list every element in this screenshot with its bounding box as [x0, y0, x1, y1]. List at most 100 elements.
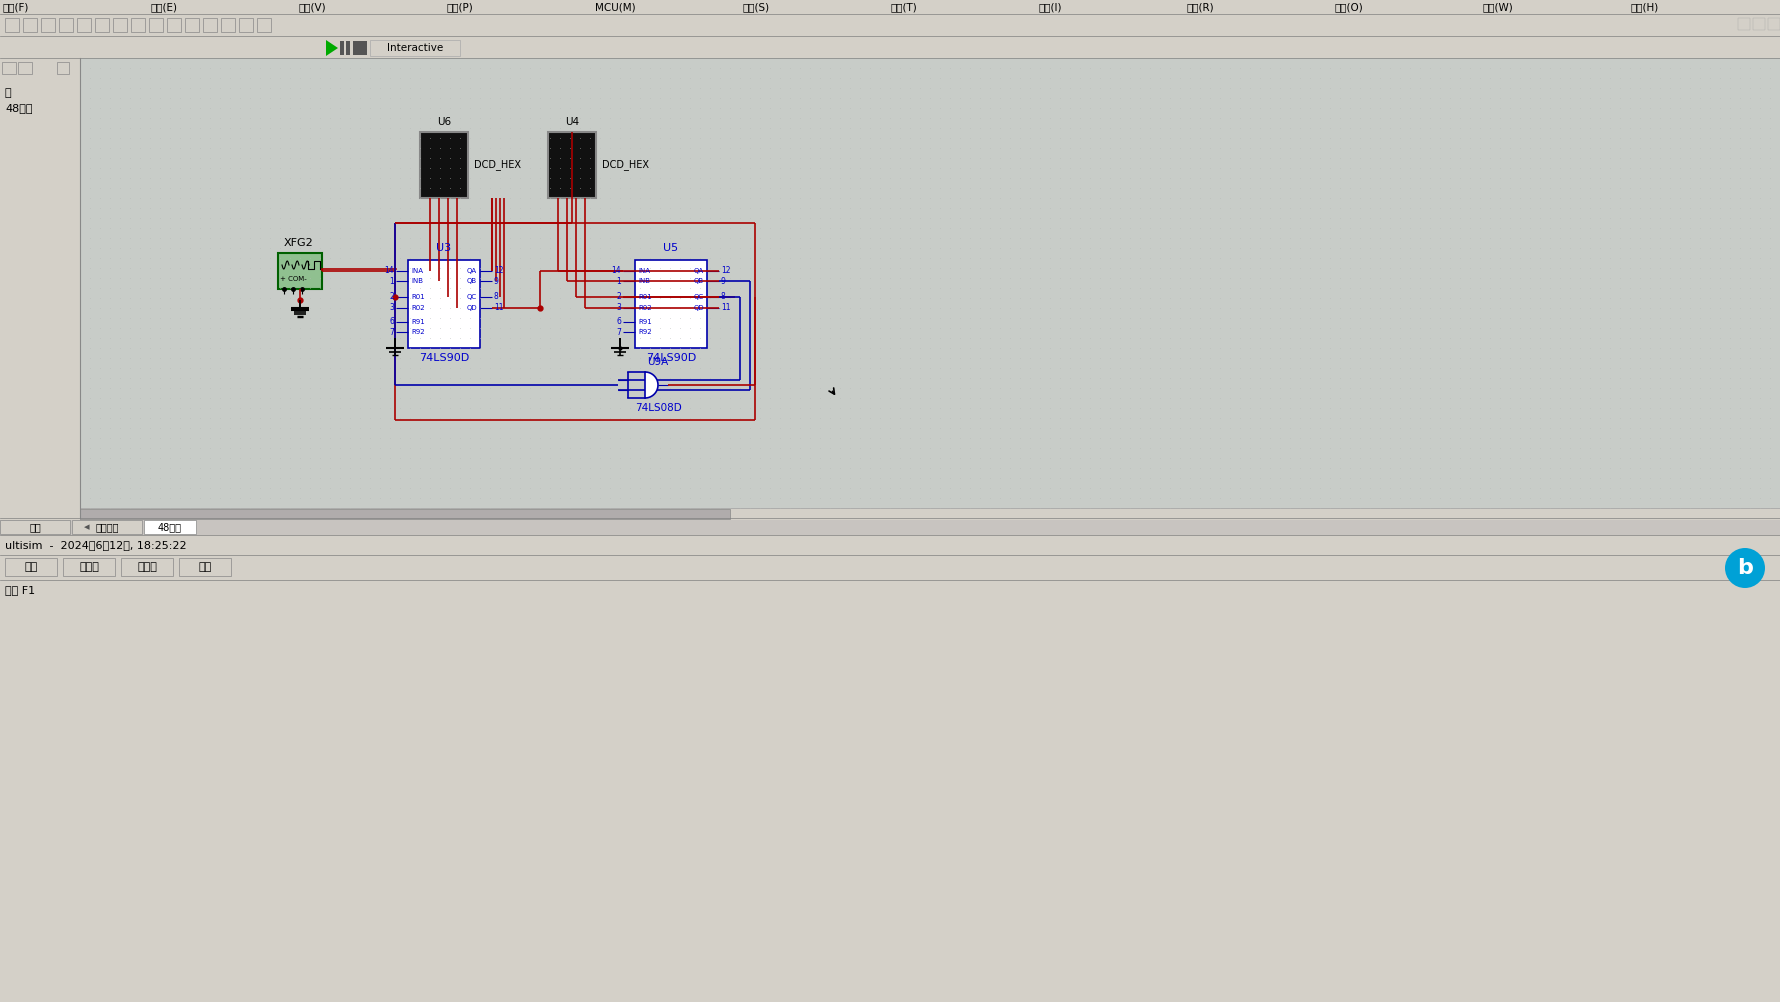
- Text: 2: 2: [390, 293, 393, 302]
- Text: XFG2: XFG2: [283, 238, 313, 248]
- Text: 视图: 视图: [28, 522, 41, 532]
- Text: 7: 7: [616, 328, 621, 337]
- Bar: [1768, 18, 1778, 30]
- Bar: [5, 18, 20, 32]
- Bar: [340, 41, 344, 55]
- Bar: [345, 41, 351, 55]
- Text: QB: QB: [694, 279, 703, 285]
- Text: 9: 9: [493, 277, 498, 286]
- Text: 网络: 网络: [25, 562, 37, 572]
- Text: U4: U4: [564, 117, 578, 127]
- Text: 14: 14: [611, 267, 621, 276]
- Text: 请按 F1: 请按 F1: [5, 585, 36, 595]
- Bar: [0, 58, 80, 518]
- Text: 48进制: 48进制: [158, 522, 182, 532]
- Text: 8: 8: [493, 293, 498, 302]
- Bar: [0, 580, 1780, 600]
- Bar: [548, 132, 596, 198]
- Text: 帮助(H): 帮助(H): [1630, 2, 1659, 12]
- Text: QC: QC: [466, 294, 477, 300]
- Bar: [420, 132, 468, 198]
- Text: R91: R91: [411, 319, 424, 325]
- Bar: [71, 520, 142, 534]
- Bar: [0, 600, 1780, 1002]
- Text: 文件(F): 文件(F): [4, 2, 28, 12]
- Text: b: b: [1736, 558, 1752, 578]
- Text: R92: R92: [411, 330, 424, 335]
- Bar: [77, 18, 91, 32]
- Text: U6: U6: [436, 117, 450, 127]
- Bar: [2, 62, 16, 74]
- Bar: [278, 253, 322, 289]
- Bar: [144, 520, 196, 534]
- Bar: [132, 18, 144, 32]
- Text: QA: QA: [694, 268, 703, 274]
- Text: 11: 11: [721, 303, 730, 312]
- Bar: [0, 555, 1780, 580]
- Polygon shape: [326, 40, 338, 56]
- Bar: [0, 535, 1780, 555]
- Bar: [221, 18, 235, 32]
- Text: DCD_HEX: DCD_HEX: [473, 159, 522, 170]
- Bar: [256, 18, 271, 32]
- Bar: [0, 520, 1780, 535]
- Text: 视图(V): 视图(V): [299, 2, 326, 12]
- Bar: [239, 18, 253, 32]
- Text: R92: R92: [637, 330, 651, 335]
- Text: 送: 送: [5, 88, 12, 98]
- Text: QD: QD: [692, 305, 703, 311]
- Bar: [0, 36, 1780, 58]
- Text: 12: 12: [721, 267, 730, 276]
- Bar: [1737, 18, 1750, 30]
- Bar: [80, 58, 1780, 518]
- Bar: [352, 41, 367, 55]
- Text: 1: 1: [390, 277, 393, 286]
- Text: R02: R02: [637, 305, 651, 311]
- Text: 8: 8: [721, 293, 724, 302]
- Text: Interactive: Interactive: [386, 43, 443, 53]
- Text: 报告(R): 报告(R): [1185, 2, 1214, 12]
- Bar: [18, 62, 32, 74]
- Text: R91: R91: [637, 319, 651, 325]
- Text: 绘制(P): 绘制(P): [447, 2, 473, 12]
- Bar: [635, 260, 707, 348]
- Text: QB: QB: [466, 279, 477, 285]
- Text: U9A: U9A: [646, 357, 668, 367]
- Bar: [80, 508, 1780, 520]
- Text: INA: INA: [411, 268, 424, 274]
- Text: 窗口(W): 窗口(W): [1483, 2, 1513, 12]
- Bar: [0, 14, 1780, 36]
- Bar: [150, 18, 164, 32]
- Bar: [41, 18, 55, 32]
- Text: 1: 1: [616, 277, 621, 286]
- Text: INB: INB: [411, 279, 424, 285]
- Text: 48进制: 48进制: [5, 103, 32, 113]
- Text: ultisim  -  2024年6月12日, 18:25:22: ultisim - 2024年6月12日, 18:25:22: [5, 540, 187, 550]
- Bar: [180, 558, 231, 576]
- Text: 编辑(E): 编辑(E): [151, 2, 178, 12]
- Text: 14: 14: [384, 267, 393, 276]
- Text: R01: R01: [411, 294, 424, 300]
- Text: 元器件: 元器件: [78, 562, 100, 572]
- Text: INA: INA: [637, 268, 650, 274]
- Bar: [0, 0, 1780, 14]
- Text: 项目视图: 项目视图: [94, 522, 119, 532]
- Bar: [94, 18, 109, 32]
- Text: 工具(I): 工具(I): [1038, 2, 1063, 12]
- Text: ◂: ◂: [84, 522, 89, 532]
- Text: 3: 3: [388, 303, 393, 312]
- Bar: [121, 558, 173, 576]
- Text: 9: 9: [721, 277, 726, 286]
- Text: 74LS08D: 74LS08D: [634, 403, 682, 413]
- Text: QC: QC: [694, 294, 703, 300]
- Text: 仿真(S): 仿真(S): [742, 2, 769, 12]
- Polygon shape: [644, 372, 657, 398]
- Text: 7: 7: [388, 328, 393, 337]
- Text: 74LS90D: 74LS90D: [646, 353, 696, 363]
- Text: MCU(M): MCU(M): [595, 2, 635, 12]
- Bar: [57, 62, 69, 74]
- Text: 2: 2: [616, 293, 621, 302]
- Text: 转移(T): 转移(T): [890, 2, 917, 12]
- Text: QD: QD: [466, 305, 477, 311]
- Text: INB: INB: [637, 279, 650, 285]
